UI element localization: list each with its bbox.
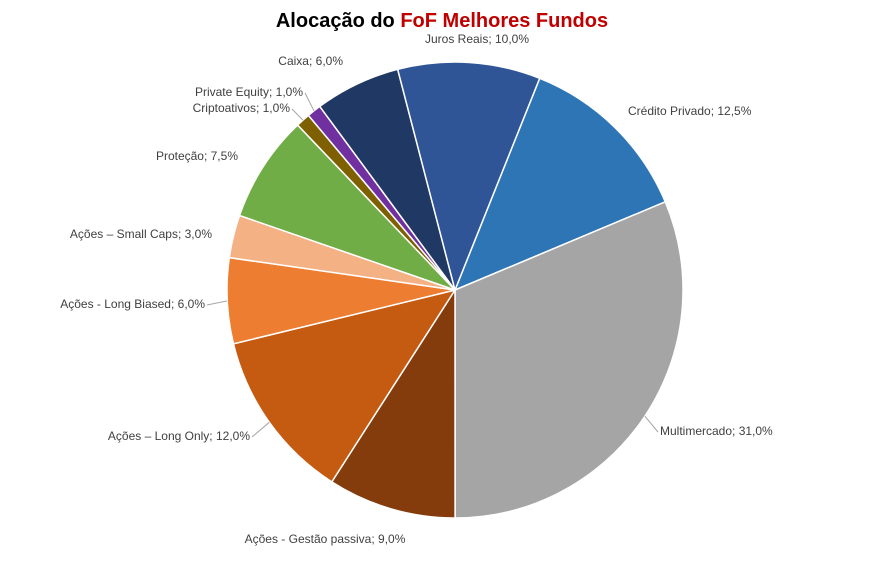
data-label: Juros Reais; 10,0%	[425, 32, 529, 46]
leader-line	[291, 108, 304, 121]
chart-title: Alocação do FoF Melhores Fundos	[276, 10, 608, 32]
pie-slice	[330, 287, 456, 519]
pie-slice	[238, 123, 456, 291]
data-label: Multimercado; 31,0%	[660, 424, 773, 438]
data-label: Private Equity; 1,0%	[195, 85, 303, 99]
chart-title-main: Alocação do	[276, 10, 395, 32]
leader-line	[206, 300, 228, 306]
pie-slice	[396, 61, 541, 293]
data-label: Caixa; 6,0%	[278, 54, 343, 68]
pie-slice	[453, 77, 667, 292]
leader-line	[304, 92, 315, 112]
data-label: Ações - Long Biased; 6,0%	[60, 297, 205, 311]
data-label: Proteção; 7,5%	[156, 149, 238, 163]
data-label: Ações – Small Caps; 3,0%	[70, 227, 212, 241]
data-label: Ações - Gestão passiva; 9,0%	[245, 532, 406, 546]
data-label: Criptoativos; 1,0%	[193, 101, 291, 115]
data-label: Crédito Privado; 12,5%	[628, 104, 752, 118]
chart-title-highlight: FoF Melhores Fundos	[400, 10, 608, 32]
pie-slice	[232, 288, 457, 483]
data-label: Ações – Long Only; 12,0%	[108, 429, 250, 443]
leader-line	[644, 415, 659, 433]
leader-line	[251, 421, 270, 438]
